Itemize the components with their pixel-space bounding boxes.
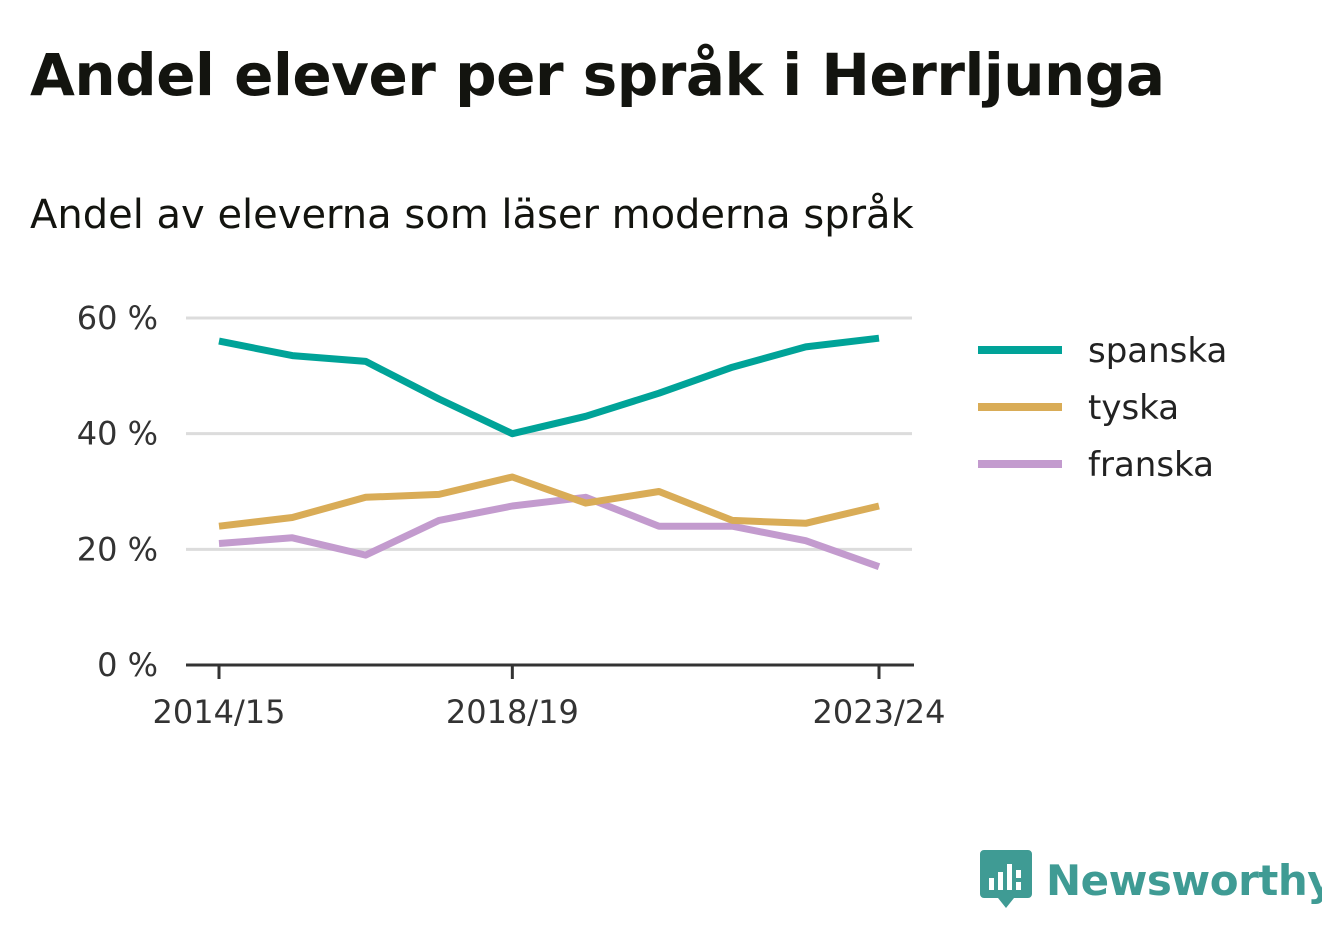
y-tick-label: 60 %	[77, 299, 158, 337]
legend-label: tyska	[1088, 388, 1179, 428]
y-tick-label: 20 %	[77, 530, 158, 568]
x-tick-label: 2014/15	[153, 693, 286, 731]
axes: 0 % 20 % 40 % 60 % 2014/15 2018/19 2023/24	[77, 299, 946, 731]
series-line-tyska	[218, 473, 880, 530]
series-lines	[218, 334, 881, 570]
legend-label: spanska	[1088, 331, 1227, 371]
y-tick-label: 0 %	[97, 646, 158, 684]
brand-logo: Newsworthy	[980, 848, 1322, 912]
gridlines	[186, 316, 912, 551]
newsworthy-logo-icon	[980, 850, 1032, 908]
legend-item-tyska: tyska	[978, 388, 1179, 428]
legend-item-franska: franska	[978, 445, 1214, 485]
x-tick-label: 2018/19	[446, 693, 579, 731]
chart-subtitle: Andel av eleverna som läser moderna språ…	[30, 192, 914, 238]
chart-title: Andel elever per språk i Herrljunga	[30, 41, 1165, 109]
legend-label: franska	[1088, 445, 1214, 485]
series-line-spanska	[218, 334, 880, 438]
legend: spanska tyska franska	[978, 331, 1227, 485]
x-tick-label: 2023/24	[813, 693, 946, 731]
y-tick-label: 40 %	[77, 415, 158, 453]
series-line-franska	[218, 493, 881, 570]
legend-item-spanska: spanska	[978, 331, 1227, 371]
brand-name: Newsworthy	[1046, 855, 1322, 905]
